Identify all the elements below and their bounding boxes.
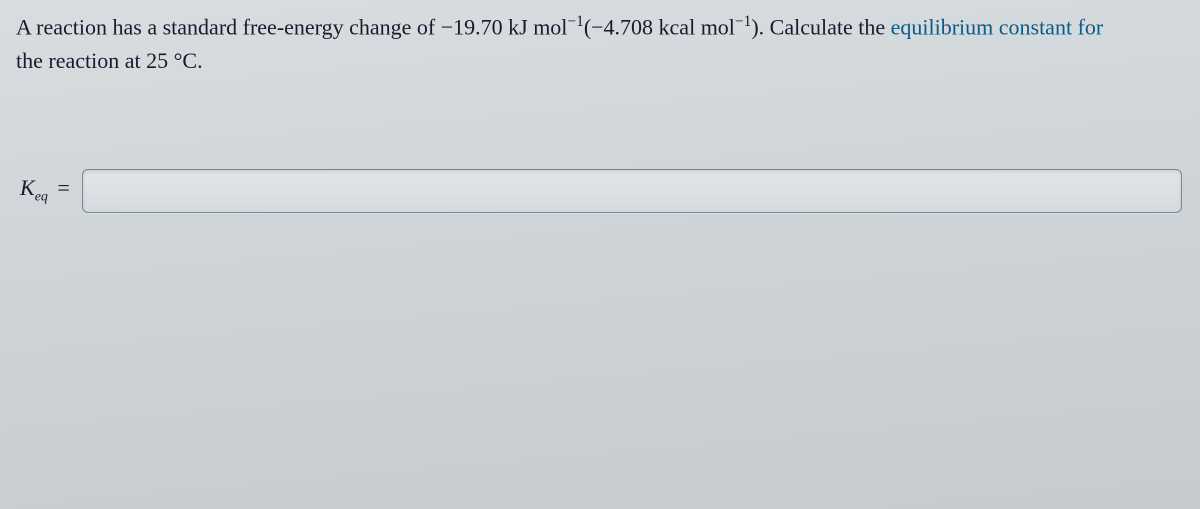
- keq-sub: eq: [35, 190, 48, 205]
- question-sup1: −1: [567, 13, 583, 30]
- keq-input[interactable]: [82, 169, 1182, 213]
- question-part2: (−4.708 kcal mol: [584, 14, 735, 39]
- keq-K: K: [20, 175, 35, 200]
- keq-label: Keq =: [16, 175, 70, 205]
- question-part4-link: equilibrium constant for: [891, 14, 1104, 39]
- question-text: A reaction has a standard free-energy ch…: [16, 10, 1184, 79]
- keq-equals: =: [52, 175, 70, 200]
- question-sup2: −1: [735, 13, 751, 30]
- answer-row: Keq =: [16, 169, 1184, 213]
- question-part5: the reaction at 25 °C.: [16, 48, 203, 73]
- question-part1: A reaction has a standard free-energy ch…: [16, 14, 567, 39]
- question-part3: ). Calculate the: [751, 14, 890, 39]
